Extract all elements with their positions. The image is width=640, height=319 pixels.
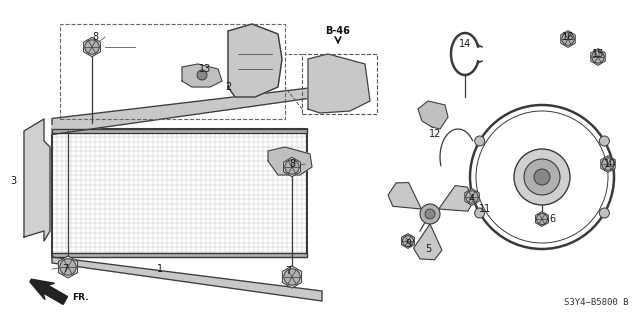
Polygon shape (561, 31, 575, 47)
Polygon shape (228, 24, 282, 97)
Text: 7: 7 (62, 264, 68, 274)
Circle shape (536, 213, 547, 225)
Bar (52, 129, 307, 257)
Circle shape (562, 33, 574, 45)
Polygon shape (268, 147, 312, 175)
Polygon shape (401, 234, 415, 249)
Text: 6: 6 (549, 214, 555, 224)
Bar (52, 253, 307, 257)
Text: 2: 2 (225, 82, 231, 92)
Polygon shape (58, 256, 77, 278)
Circle shape (602, 158, 614, 170)
Circle shape (197, 70, 207, 80)
Polygon shape (308, 54, 370, 113)
Circle shape (420, 204, 440, 224)
Text: 3: 3 (10, 176, 16, 186)
Polygon shape (413, 224, 442, 260)
Circle shape (284, 269, 300, 285)
Text: B-46: B-46 (326, 26, 351, 36)
Circle shape (466, 191, 478, 203)
Circle shape (534, 169, 550, 185)
Text: 8: 8 (92, 32, 98, 42)
Polygon shape (388, 182, 421, 209)
Circle shape (60, 259, 76, 275)
Text: 13: 13 (199, 64, 211, 74)
Polygon shape (282, 266, 301, 288)
Polygon shape (24, 119, 50, 241)
Text: 15: 15 (592, 49, 604, 59)
Polygon shape (84, 37, 100, 57)
Text: 12: 12 (429, 129, 441, 139)
Text: 9: 9 (405, 239, 411, 249)
Text: 11: 11 (479, 204, 491, 214)
Bar (60, 24, 285, 119)
Polygon shape (465, 189, 479, 205)
Circle shape (403, 235, 413, 247)
Circle shape (524, 159, 560, 195)
Polygon shape (601, 156, 615, 172)
Text: S3Y4−B5800 B: S3Y4−B5800 B (563, 298, 628, 307)
Bar (52, 129, 307, 133)
Polygon shape (536, 211, 548, 226)
Circle shape (599, 136, 609, 146)
Bar (52, 129, 307, 257)
Polygon shape (52, 86, 322, 135)
Polygon shape (438, 186, 474, 211)
Circle shape (84, 40, 99, 54)
Polygon shape (30, 279, 68, 304)
Text: 16: 16 (562, 32, 574, 42)
Text: 1: 1 (157, 264, 163, 274)
Circle shape (599, 208, 609, 218)
Text: 14: 14 (459, 39, 471, 49)
Bar (302, 54, 377, 114)
Text: 5: 5 (425, 244, 431, 254)
Polygon shape (284, 157, 300, 177)
Polygon shape (52, 257, 322, 301)
Text: 7: 7 (285, 266, 291, 276)
Polygon shape (418, 101, 448, 129)
Text: 10: 10 (604, 159, 616, 169)
Polygon shape (591, 48, 605, 65)
Text: 4: 4 (469, 194, 475, 204)
Circle shape (285, 160, 300, 174)
Circle shape (425, 209, 435, 219)
Circle shape (592, 51, 604, 63)
Text: 8: 8 (289, 159, 295, 169)
Polygon shape (182, 64, 222, 87)
Circle shape (475, 208, 484, 218)
Circle shape (475, 136, 484, 146)
Circle shape (514, 149, 570, 205)
Text: FR.: FR. (72, 293, 88, 301)
